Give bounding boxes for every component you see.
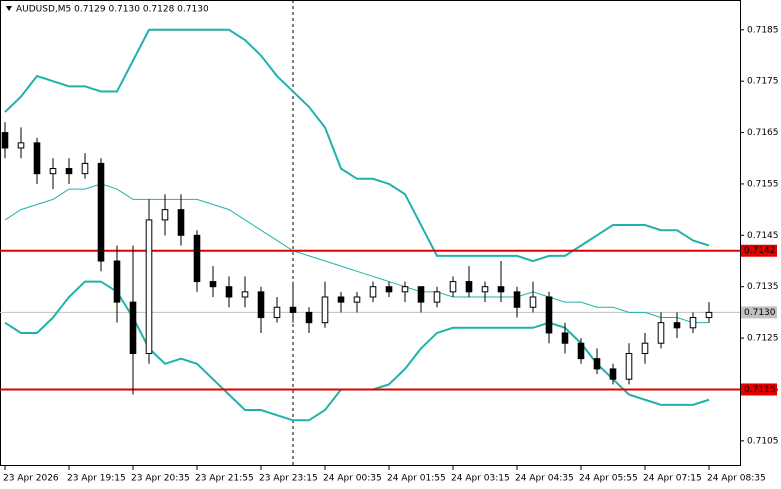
candle-body — [65, 168, 73, 175]
candle-body — [177, 209, 185, 236]
y-tick-label: 0.7155 — [747, 179, 779, 189]
candle-body — [225, 286, 233, 298]
candle-body — [49, 168, 57, 175]
candle-body — [433, 291, 441, 303]
y-tick-label: 0.7125 — [747, 334, 779, 344]
candle-body — [145, 219, 153, 355]
x-tick-label: 23 Apr 21:55 — [195, 474, 254, 484]
candle-body — [1, 132, 9, 149]
candle-body — [369, 286, 377, 298]
x-tick-label: 24 Apr 04:35 — [515, 474, 574, 484]
candle-body — [273, 306, 281, 319]
candle-body — [113, 260, 121, 303]
price-tag — [741, 244, 777, 257]
candle-body — [257, 291, 265, 319]
y-tick-label: 0.7135 — [747, 282, 779, 292]
price-tag — [741, 306, 777, 319]
price-tag-label: 0.7130 — [744, 308, 776, 318]
price-tag-label: 0.7142 — [744, 246, 776, 256]
y-tick-label: 0.7105 — [747, 436, 779, 446]
x-tick-label: 24 Apr 05:55 — [579, 474, 638, 484]
x-tick-label: 24 Apr 00:35 — [323, 474, 382, 484]
candle-body — [33, 142, 41, 175]
candle-body — [193, 234, 201, 283]
candle-body — [641, 342, 649, 355]
symbol-icon — [6, 6, 12, 11]
candle-body — [97, 162, 105, 262]
candle-body — [465, 281, 473, 293]
band-line — [4, 28, 710, 263]
candle-body — [481, 286, 489, 293]
candle-body — [129, 301, 137, 355]
candle-body — [673, 322, 681, 329]
x-tick-label: 23 Apr 20:35 — [131, 474, 190, 484]
x-tick-label: 23 Apr 23:15 — [259, 474, 318, 484]
candle-body — [337, 296, 345, 303]
band-line — [4, 183, 709, 324]
candle-body — [81, 162, 89, 175]
candle-body — [497, 286, 505, 293]
x-tick-label: 24 Apr 01:55 — [387, 474, 446, 484]
y-tick-label: 0.7175 — [747, 77, 779, 87]
x-tick-label: 24 Apr 08:35 — [707, 474, 766, 484]
candle-body — [321, 296, 329, 324]
candle-body — [625, 353, 633, 380]
candle-body — [289, 306, 297, 313]
candle-body — [577, 342, 585, 360]
candle-body — [609, 368, 617, 380]
price-tag-label: 0.7115 — [744, 385, 776, 395]
candle-body — [401, 286, 409, 293]
y-tick-label: 0.7185 — [747, 25, 779, 35]
candle-body — [305, 311, 313, 324]
candle-body — [689, 317, 697, 329]
candle-body — [241, 291, 249, 298]
x-tick-label: 23 Apr 19:15 — [67, 474, 126, 484]
candle-body — [353, 296, 361, 303]
price-tag — [741, 383, 777, 396]
candle-body — [161, 209, 169, 221]
x-tick-label: 24 Apr 07:15 — [643, 474, 702, 484]
candle-body — [657, 322, 665, 344]
candle-body — [593, 358, 601, 370]
x-tick-label: 23 Apr 2026 — [3, 474, 59, 484]
candle-body — [417, 286, 425, 303]
candle-body — [545, 296, 553, 334]
candle-body — [385, 286, 393, 293]
y-tick-label: 0.7145 — [747, 231, 779, 241]
candle-body — [529, 296, 537, 308]
candle-body — [513, 291, 521, 308]
x-tick-label: 24 Apr 03:15 — [451, 474, 510, 484]
candle-body — [449, 281, 457, 293]
candle-body — [561, 332, 569, 344]
candle-body — [209, 281, 217, 288]
y-tick-label: 0.7165 — [747, 128, 779, 138]
chart-title: AUDUSD,M5 0.7129 0.7130 0.7128 0.7130 — [16, 5, 209, 15]
candle-body — [705, 311, 713, 319]
candle-body — [17, 142, 25, 149]
